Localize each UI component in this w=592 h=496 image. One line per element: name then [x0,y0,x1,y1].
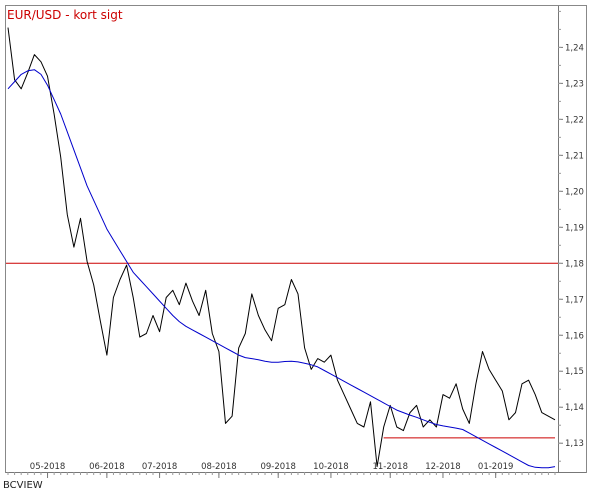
x-tick-label: 01-2019 [478,462,514,472]
x-tick-label: 08-2018 [201,462,237,472]
x-tick-label: 12-2018 [425,462,461,472]
y-tick-label: 1,18 [565,259,584,269]
reference-lines [6,262,558,439]
moving-average-line [7,69,556,469]
x-tick-label: 10-2018 [313,462,349,472]
y-tick-label: 1,19 [565,223,584,233]
y-tick-label: 1,23 [565,79,584,89]
y-axis: 1,13 1,14 1,15 1,16 1,17 1,18 1,19 1,20 1,21 1,22… [558,10,584,462]
x-tick-label: 09-2018 [260,462,296,472]
price-series-line [7,27,556,468]
source-label: BCVIEW [3,480,43,491]
y-tick-label: 1,24 [565,43,584,53]
y-tick-label: 1,21 [565,151,584,161]
x-tick-label: 07-2018 [142,462,178,472]
x-tick-label: 06-2018 [89,462,125,472]
y-tick-label: 1,17 [565,295,584,305]
y-tick-label: 1,20 [565,187,584,197]
y-tick-label: 1,22 [565,115,584,125]
chart-title: EUR/USD - kort sigt [7,8,123,22]
x-axis: 05-2018 06-2018 07-2018 08-2018 09-2018 10-20… [7,462,556,478]
x-tick-label: 05-2018 [30,462,66,472]
y-tick-label: 1,14 [565,403,584,413]
series-layer [7,27,556,469]
y-tick-label: 1,16 [565,331,584,341]
y-tick-label: 1,15 [565,367,584,377]
x-tick-label: 11-2018 [372,462,408,472]
y-tick-label: 1,13 [565,439,584,449]
